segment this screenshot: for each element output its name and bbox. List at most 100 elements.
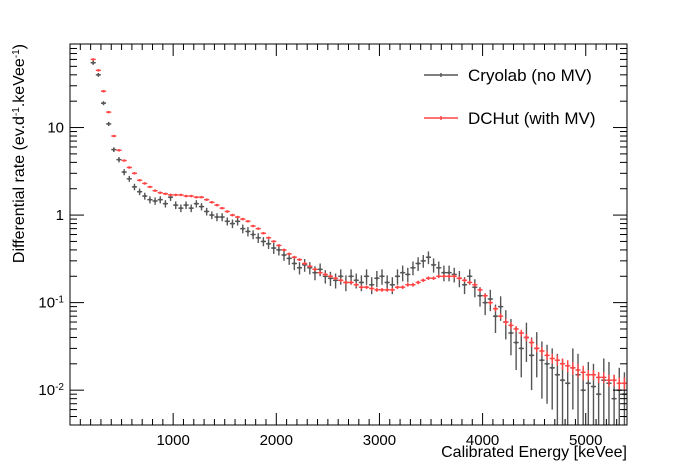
y-tick-base: 1: [56, 207, 64, 224]
data-point: [478, 294, 482, 297]
x-tick-label: 2000: [260, 432, 293, 449]
data-point: [226, 210, 229, 213]
data-point: [267, 242, 270, 246]
data-point: [122, 159, 126, 162]
data-point: [354, 283, 358, 287]
data-point: [509, 331, 513, 335]
data-point: [174, 193, 178, 197]
data-point: [318, 271, 322, 274]
data-point: [184, 194, 188, 198]
data-point: [411, 283, 415, 287]
data-point: [442, 271, 446, 274]
data-point: [272, 240, 276, 243]
data-point: [282, 253, 286, 257]
data-point: [365, 285, 368, 289]
x-tick-label: 5000: [569, 432, 602, 449]
data-point: [189, 206, 193, 210]
data-point: [334, 276, 337, 280]
data-point: [138, 190, 141, 193]
data-point: [587, 373, 590, 377]
data-point: [561, 378, 564, 382]
data-point: [241, 217, 245, 221]
data-point: [236, 219, 239, 223]
data-point: [427, 276, 430, 280]
data-point: [602, 376, 606, 379]
y-tick-label: 10: [47, 120, 64, 137]
data-point: [200, 205, 203, 208]
y-tick-base: 10: [47, 120, 64, 137]
plot-frame: [69, 43, 628, 426]
data-point: [545, 362, 549, 366]
data-point: [612, 378, 616, 382]
data-point: [535, 347, 539, 350]
data-point: [91, 61, 95, 65]
x-axis-title: Calibrated Energy [keVee]: [441, 444, 627, 461]
data-point: [617, 381, 621, 385]
y-tick-label: 10-2: [38, 382, 64, 400]
data-point: [323, 273, 327, 276]
data-point: [122, 170, 126, 174]
data-point: [287, 252, 291, 256]
data-point: [483, 301, 487, 304]
data-point: [432, 276, 435, 280]
data-point: [406, 283, 410, 287]
data-point: [107, 110, 110, 114]
data-point: [447, 274, 451, 278]
data-point: [97, 73, 100, 77]
data-point: [195, 202, 198, 205]
data-point: [406, 273, 410, 276]
data-point: [133, 172, 136, 175]
data-point: [597, 376, 600, 379]
data-point: [442, 274, 446, 278]
data-point: [349, 274, 353, 278]
data-point: [473, 283, 477, 287]
data-point: [231, 222, 234, 225]
data-point: [339, 274, 343, 278]
data-point: [220, 206, 224, 210]
data-point: [251, 224, 255, 228]
data-point: [102, 101, 105, 105]
series-1: [90, 58, 627, 391]
data-point: [262, 240, 265, 243]
data-point: [592, 385, 595, 388]
data-point: [313, 268, 317, 271]
data-point: [421, 259, 425, 263]
data-point: [128, 177, 131, 181]
data-point: [148, 198, 152, 201]
data-point: [494, 314, 497, 318]
data-point: [293, 255, 296, 259]
data-point: [566, 381, 569, 385]
data-point: [329, 274, 332, 278]
data-point: [519, 347, 523, 350]
data-point: [612, 397, 616, 400]
data-point: [313, 271, 317, 274]
data-point: [592, 373, 595, 377]
data-point: [607, 378, 611, 382]
data-point: [385, 288, 389, 292]
data-point: [91, 58, 95, 61]
data-point: [267, 236, 270, 240]
x-axis: 1000 2000 3000 4000 5000: [69, 44, 628, 449]
data-point: [514, 327, 518, 331]
data-point: [463, 283, 466, 287]
data-point: [375, 276, 379, 280]
data-point: [401, 271, 404, 274]
data-point: [246, 219, 250, 223]
data-point: [215, 215, 219, 219]
data-point: [349, 281, 353, 284]
y-tick-label: 1: [56, 207, 64, 224]
data-point: [530, 354, 533, 357]
data-point: [164, 202, 167, 205]
data-point: [540, 349, 544, 353]
y-tick-base: 10: [38, 295, 55, 312]
data-point: [421, 278, 425, 282]
data-point: [360, 285, 363, 289]
data-point: [272, 246, 276, 250]
data-point: [179, 193, 183, 197]
data-point: [380, 288, 384, 292]
data-point: [597, 392, 600, 396]
data-point: [391, 283, 394, 287]
data-point: [205, 198, 208, 201]
data-point: [519, 331, 523, 335]
data-point: [220, 215, 224, 219]
